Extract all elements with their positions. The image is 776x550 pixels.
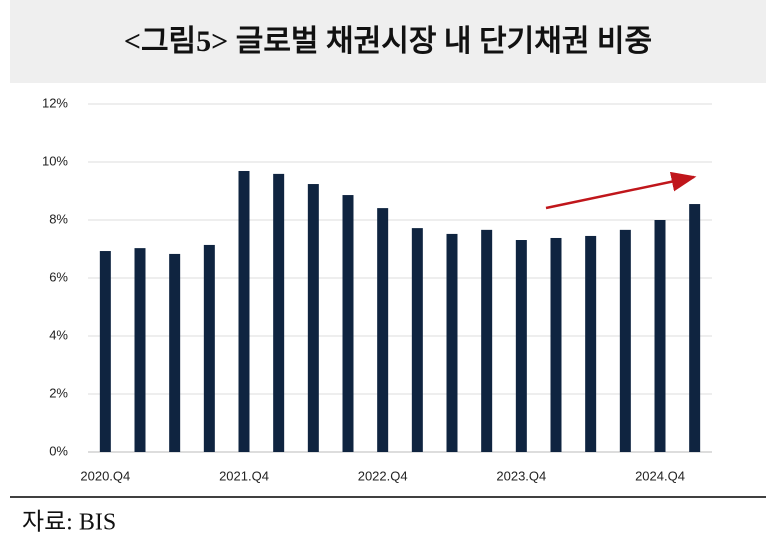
bar xyxy=(515,240,527,452)
x-tick-label: 2021.Q4 xyxy=(219,468,269,483)
trend-arrow xyxy=(545,171,697,210)
x-tick-label: 2020.Q4 xyxy=(80,468,130,483)
y-tick-label: 2% xyxy=(49,385,68,400)
bar xyxy=(619,229,631,452)
x-tick-label: 2024.Q4 xyxy=(635,468,685,483)
bar xyxy=(654,220,666,452)
bar xyxy=(342,195,354,452)
y-tick-label: 0% xyxy=(49,443,68,458)
chart-title: <그림5> 글로벌 채권시장 내 단기채권 비중 xyxy=(124,25,652,58)
bar xyxy=(377,208,389,452)
bar xyxy=(411,228,423,452)
bar xyxy=(169,253,181,452)
bar xyxy=(134,248,146,452)
y-tick-label: 10% xyxy=(42,153,68,168)
y-tick-label: 6% xyxy=(49,269,68,284)
bar xyxy=(99,251,111,452)
bar xyxy=(481,229,493,452)
bar xyxy=(689,204,701,452)
bar xyxy=(585,235,597,452)
source: 자료: BIS xyxy=(22,509,116,536)
x-tick-label: 2023.Q4 xyxy=(496,468,546,483)
bar xyxy=(273,173,285,452)
bar xyxy=(203,244,215,452)
y-tick-label: 12% xyxy=(42,95,68,110)
bar xyxy=(446,233,458,452)
title-band xyxy=(10,0,766,83)
x-tick-label: 2022.Q4 xyxy=(358,468,408,483)
y-tick-label: 4% xyxy=(49,327,68,342)
bar xyxy=(238,170,250,453)
y-tick-label: 8% xyxy=(49,211,68,226)
bar xyxy=(550,237,562,452)
bar xyxy=(307,184,319,453)
